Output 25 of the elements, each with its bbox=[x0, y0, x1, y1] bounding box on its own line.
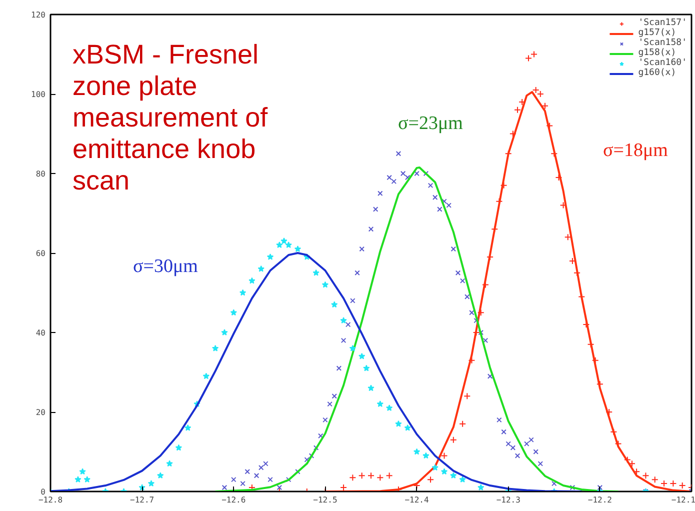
legend-label: 'Scan157' bbox=[638, 18, 687, 28]
y-tick-label: 40 bbox=[36, 328, 46, 338]
y-tick-label: 20 bbox=[36, 408, 46, 417]
y-tick-label: 120 bbox=[31, 10, 46, 20]
legend-label: g157(x) bbox=[638, 28, 676, 38]
annotation: σ=30μm bbox=[133, 256, 198, 277]
annotation: σ=18μm bbox=[603, 140, 668, 161]
y-tick-label: 100 bbox=[31, 90, 46, 99]
legend-label: 'Scan160' bbox=[638, 58, 687, 68]
x-tick-label: −12.2 bbox=[588, 496, 612, 504]
annotation: xBSM - Fresnel zone plate measurement of emittance knob scan bbox=[72, 40, 268, 196]
x-tick-label: −12.3 bbox=[496, 496, 521, 504]
annotation: σ=23μm bbox=[398, 113, 464, 134]
y-tick-label: 80 bbox=[36, 170, 46, 178]
legend-label: g160(x) bbox=[638, 68, 676, 78]
x-tick-label: −12.4 bbox=[404, 496, 430, 504]
legend-label: g158(x) bbox=[638, 48, 676, 58]
x-tick-label: −12.6 bbox=[222, 496, 246, 504]
y-tick-label: 0 bbox=[40, 488, 46, 496]
x-tick-label: −12.1 bbox=[671, 496, 695, 504]
legend-label: 'Scan158' bbox=[638, 38, 687, 48]
x-tick-label: −12.8 bbox=[38, 496, 63, 504]
y-tick-label: 60 bbox=[36, 249, 46, 258]
x-tick-label: −12.5 bbox=[313, 496, 338, 504]
x-tick-label: −12.7 bbox=[130, 496, 154, 504]
